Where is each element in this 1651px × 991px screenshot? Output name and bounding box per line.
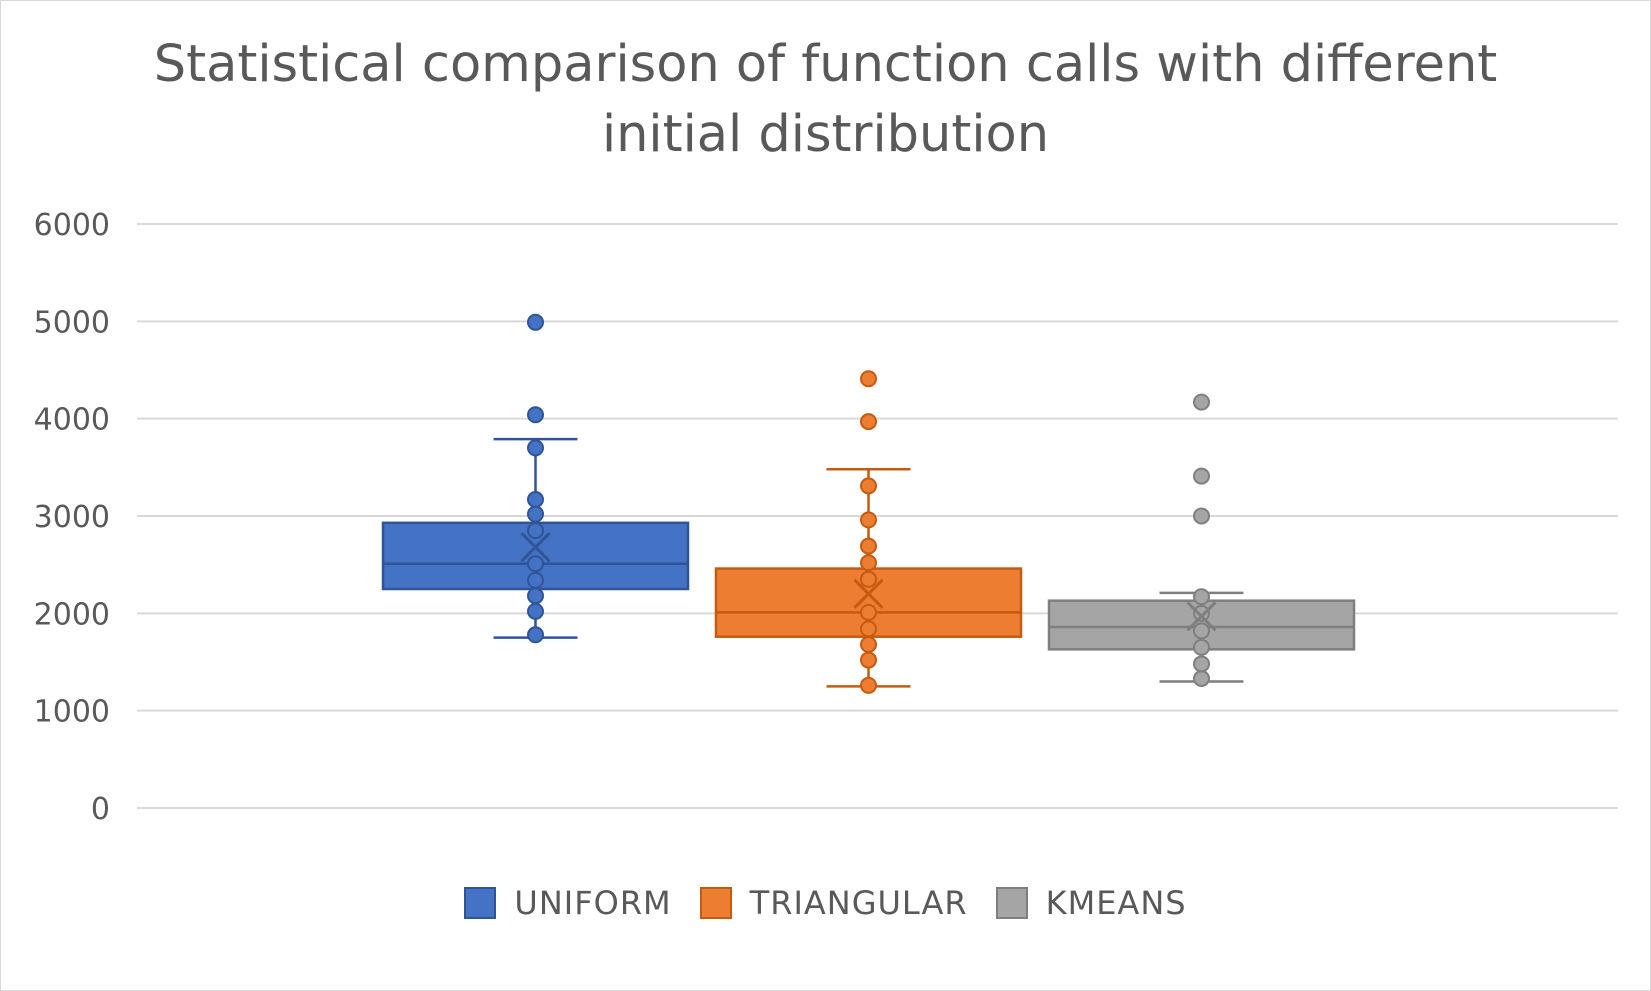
legend-item: TRIANGULAR	[699, 884, 968, 922]
legend-label: KMEANS	[1045, 884, 1187, 922]
data-point	[860, 370, 877, 388]
legend-swatch	[464, 887, 497, 919]
data-point	[527, 522, 544, 540]
data-point	[527, 505, 544, 523]
y-tick-label: 4000	[34, 403, 110, 438]
y-tick-label: 6000	[34, 208, 110, 243]
data-point	[1193, 638, 1210, 656]
mean-marker	[520, 532, 551, 563]
data-point	[527, 571, 544, 589]
data-point	[527, 555, 544, 573]
mean-marker	[853, 578, 884, 609]
y-tick-label: 2000	[34, 597, 110, 632]
data-point	[1193, 467, 1210, 485]
data-point	[527, 313, 544, 331]
data-point	[527, 490, 544, 508]
data-point	[1193, 507, 1210, 525]
data-point	[527, 587, 544, 605]
legend-swatch	[995, 887, 1028, 919]
data-point	[527, 406, 544, 424]
data-point	[1193, 604, 1210, 622]
data-point	[527, 439, 544, 457]
chart-title: Statistical comparison of function calls…	[153, 35, 1498, 164]
data-point	[860, 620, 877, 638]
data-point	[860, 676, 877, 694]
y-tick-label: 0	[91, 792, 110, 827]
data-point	[1193, 670, 1210, 688]
y-tick-label: 5000	[34, 305, 110, 340]
data-point	[860, 413, 877, 431]
data-point	[860, 554, 877, 572]
data-point	[860, 511, 877, 529]
data-point	[860, 635, 877, 653]
data-point	[1193, 622, 1210, 640]
legend-swatch	[699, 887, 732, 919]
legend-label: TRIANGULAR	[749, 884, 968, 922]
data-point	[1193, 655, 1210, 673]
legend-item: UNIFORM	[464, 884, 671, 922]
data-point	[860, 537, 877, 555]
legend-label: UNIFORM	[514, 884, 672, 922]
data-point	[860, 570, 877, 588]
data-point	[527, 626, 544, 644]
y-tick-label: 3000	[34, 500, 110, 535]
data-point	[527, 602, 544, 620]
y-tick-label: 1000	[34, 695, 110, 730]
data-point	[860, 603, 877, 621]
data-point	[860, 477, 877, 495]
mean-marker	[1186, 601, 1217, 632]
data-point	[1193, 588, 1210, 606]
data-point	[860, 651, 877, 669]
legend-item: KMEANS	[995, 884, 1187, 922]
data-point	[1193, 393, 1210, 411]
chart-legend: UNIFORM TRIANGULAR KMEANS	[0, 884, 1651, 922]
